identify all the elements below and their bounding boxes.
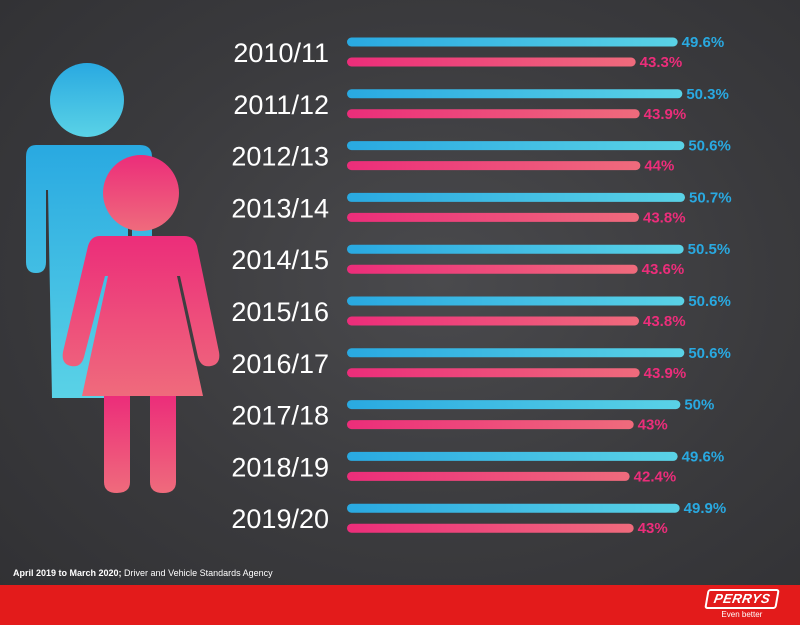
category-label: 2012/13 <box>231 142 329 172</box>
source-agency: Driver and Vehicle Standards Agency <box>121 568 273 578</box>
female-value-label: 43.9% <box>644 106 687 123</box>
male-value-label: 50% <box>684 397 714 414</box>
female-bar <box>347 420 634 430</box>
female-bar <box>347 57 636 67</box>
female-value-label: 44% <box>644 158 674 175</box>
female-bar <box>347 368 640 378</box>
male-bar <box>347 400 681 410</box>
male-bar <box>347 348 685 358</box>
female-value-label: 42.4% <box>634 468 677 485</box>
bar-chart: 2010/11 49.6% 43.3% 2011/12 50.3% 43.9% 2012/1… <box>231 34 732 538</box>
male-bar <box>347 141 685 151</box>
male-bar <box>347 244 684 254</box>
male-value-label: 50.6% <box>688 345 731 362</box>
female-bar <box>347 109 640 119</box>
male-value-label: 50.6% <box>688 293 731 310</box>
brand-tagline: Even better <box>721 610 763 619</box>
female-bar <box>347 212 639 222</box>
male-value-label: 49.9% <box>684 500 727 517</box>
female-bar <box>347 316 639 326</box>
male-bar <box>347 192 685 202</box>
female-bar <box>347 161 641 171</box>
male-bar <box>347 89 683 99</box>
female-value-label: 43.3% <box>640 54 683 71</box>
category-label: 2011/12 <box>233 90 329 120</box>
male-bar <box>347 451 678 461</box>
source-note: April 2019 to March 2020; Driver and Veh… <box>13 568 273 578</box>
male-value-label: 50.7% <box>689 189 732 206</box>
male-value-label: 49.6% <box>682 448 725 465</box>
female-figure-icon <box>62 155 220 493</box>
male-bar <box>347 296 685 306</box>
male-value-label: 49.6% <box>682 34 725 51</box>
category-label: 2010/11 <box>233 38 329 68</box>
brand-logo[interactable]: PERRYS Even better <box>704 589 780 619</box>
footer-bar: PERRYS Even better <box>0 585 800 625</box>
category-label: 2019/20 <box>231 504 329 534</box>
male-bar <box>347 37 678 47</box>
female-bar <box>347 471 630 481</box>
male-bar <box>347 503 680 513</box>
female-value-label: 43% <box>638 417 668 434</box>
category-label: 2016/17 <box>231 349 329 379</box>
brand-name: PERRYS <box>704 589 780 609</box>
female-value-label: 43.8% <box>643 313 686 330</box>
female-value-label: 43.8% <box>643 209 686 226</box>
figures-illustration <box>26 63 220 493</box>
male-value-label: 50.3% <box>686 86 729 103</box>
category-label: 2018/19 <box>231 452 329 482</box>
male-value-label: 50.6% <box>688 138 731 155</box>
category-label: 2013/14 <box>231 193 329 223</box>
female-bar <box>347 523 634 533</box>
male-value-label: 50.5% <box>688 241 731 258</box>
female-value-label: 43.6% <box>642 261 685 278</box>
female-bar <box>347 264 638 274</box>
category-label: 2015/16 <box>231 297 329 327</box>
category-label: 2014/15 <box>231 245 329 275</box>
female-value-label: 43.9% <box>644 365 687 382</box>
source-period: April 2019 to March 2020; <box>13 568 122 578</box>
female-value-label: 43% <box>638 520 668 537</box>
category-label: 2017/18 <box>231 401 329 431</box>
